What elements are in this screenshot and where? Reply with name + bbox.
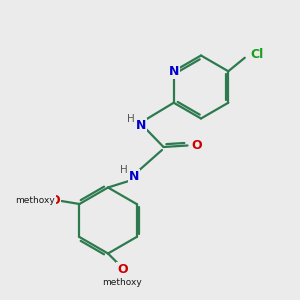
Text: H: H <box>120 165 128 175</box>
Text: O: O <box>191 139 202 152</box>
Text: O: O <box>117 263 128 276</box>
Text: H: H <box>127 114 135 124</box>
Text: O: O <box>49 194 60 207</box>
Text: Cl: Cl <box>251 48 264 61</box>
Text: N: N <box>136 118 146 132</box>
Text: N: N <box>169 65 179 78</box>
Text: methoxy: methoxy <box>103 278 142 287</box>
Text: methoxy: methoxy <box>15 196 55 205</box>
Text: N: N <box>129 169 139 183</box>
